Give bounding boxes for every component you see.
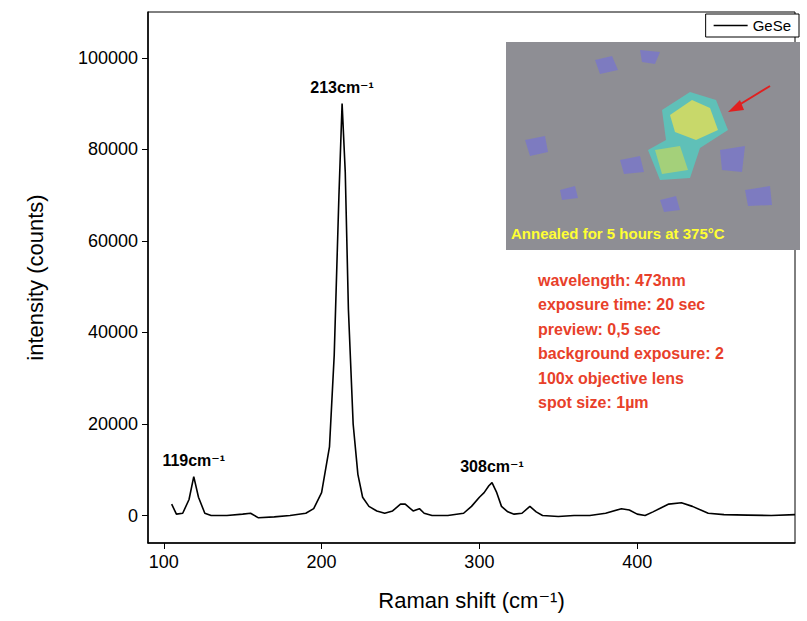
- svg-text:308cm⁻¹: 308cm⁻¹: [460, 458, 524, 475]
- svg-text:background exposure: 2: background exposure: 2: [538, 345, 724, 362]
- svg-text:intensity (counts): intensity (counts): [23, 194, 48, 360]
- svg-text:200: 200: [307, 552, 337, 572]
- svg-text:20000: 20000: [88, 414, 138, 434]
- svg-text:0: 0: [128, 506, 138, 526]
- svg-text:Annealed for 5 hours at 375°C: Annealed for 5 hours at 375°C: [511, 225, 725, 242]
- svg-text:100000: 100000: [78, 48, 138, 68]
- svg-text:40000: 40000: [88, 322, 138, 342]
- svg-text:preview: 0,5 sec: preview: 0,5 sec: [538, 321, 661, 338]
- svg-text:60000: 60000: [88, 231, 138, 251]
- svg-text:Raman shift (cm⁻¹): Raman shift (cm⁻¹): [378, 588, 564, 613]
- svg-text:400: 400: [622, 552, 652, 572]
- svg-text:GeSe: GeSe: [753, 17, 791, 34]
- svg-text:spot size: 1µm: spot size: 1µm: [538, 394, 649, 411]
- svg-text:213cm⁻¹: 213cm⁻¹: [310, 79, 374, 96]
- svg-text:exposure time: 20 sec: exposure time: 20 sec: [538, 296, 705, 313]
- svg-text:300: 300: [464, 552, 494, 572]
- svg-text:119cm⁻¹: 119cm⁻¹: [162, 452, 225, 469]
- svg-text:100x objective lens: 100x objective lens: [538, 370, 684, 387]
- svg-text:wavelength: 473nm: wavelength: 473nm: [537, 272, 686, 289]
- svg-text:80000: 80000: [88, 139, 138, 159]
- svg-text:100: 100: [149, 552, 179, 572]
